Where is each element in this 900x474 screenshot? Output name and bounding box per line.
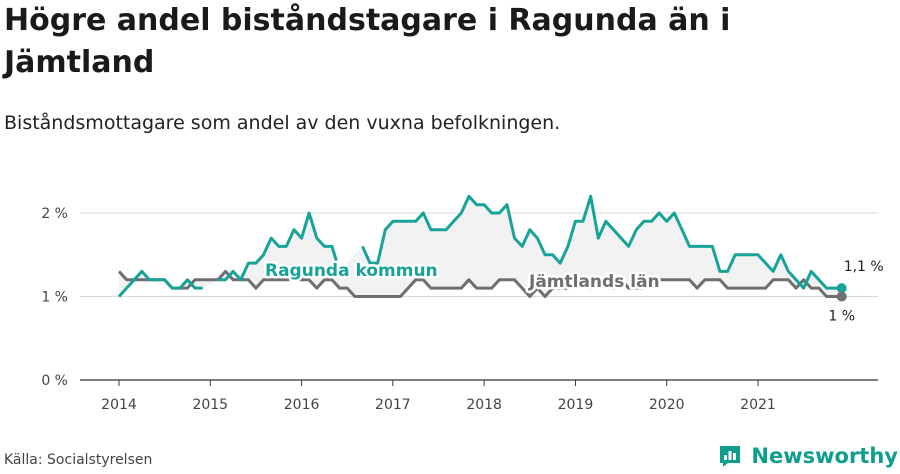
brand-logo: Newsworthy bbox=[717, 441, 898, 471]
y-tick-label: 1 % bbox=[41, 290, 68, 306]
end-point-jamtland bbox=[836, 291, 847, 302]
x-tick-label: 2016 bbox=[284, 397, 320, 413]
series-label-ragunda: Ragunda kommun bbox=[265, 261, 438, 281]
end-label-jamtland: 1 % bbox=[828, 309, 855, 325]
x-tick-label: 2019 bbox=[558, 397, 594, 413]
end-label-ragunda: 1,1 % bbox=[844, 259, 884, 275]
difference-band bbox=[119, 196, 842, 297]
x-tick-label: 2020 bbox=[649, 397, 685, 413]
end-point-ragunda bbox=[836, 283, 847, 294]
chart-title: Högre andel biståndstagare i Ragunda än … bbox=[4, 3, 731, 80]
x-tick-label: 2014 bbox=[101, 397, 137, 413]
brand-name: Newsworthy bbox=[751, 444, 898, 468]
x-tick-label: 2021 bbox=[740, 397, 776, 413]
y-tick-label: 2 % bbox=[41, 206, 68, 222]
newsworthy-logo-icon bbox=[720, 446, 741, 467]
x-tick-label: 2017 bbox=[375, 397, 411, 413]
y-tick-label: 0 % bbox=[41, 373, 68, 389]
series-label-jamtland: Jämtlands län bbox=[528, 272, 660, 292]
x-tick-label: 2015 bbox=[192, 397, 228, 413]
series-line-ragunda bbox=[117, 194, 842, 298]
chart-subtitle: Biståndsmottagare som andel av den vuxna… bbox=[4, 112, 561, 134]
x-tick-label: 2018 bbox=[466, 397, 502, 413]
source-note: Källa: Socialstyrelsen bbox=[4, 452, 153, 468]
